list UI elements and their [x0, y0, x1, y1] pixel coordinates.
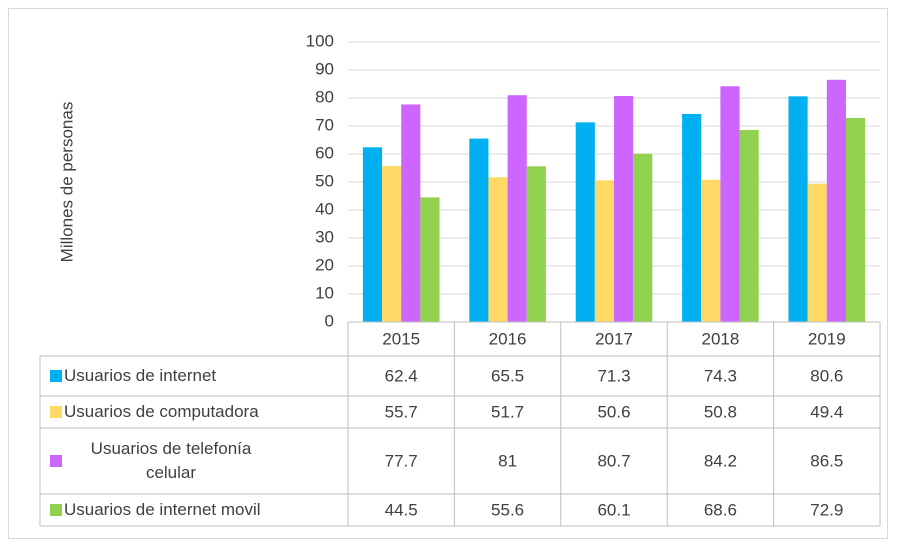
- bar: [845, 117, 866, 322]
- x-tick-label: 2017: [595, 329, 633, 348]
- y-axis-label: Millones de personas: [57, 102, 76, 263]
- legend-label-box: Usuarios de telefonía celular: [90, 439, 252, 482]
- table-value: 72.9: [810, 500, 843, 519]
- bar: [614, 96, 634, 322]
- bar: [807, 183, 827, 322]
- x-tick-label: 2015: [382, 329, 420, 348]
- legend-label: Usuarios de internet movil: [64, 500, 261, 519]
- table-value: 80.7: [597, 451, 630, 470]
- bar: [720, 86, 740, 323]
- table-value: 68.6: [704, 500, 737, 519]
- table-value: 65.5: [491, 366, 524, 385]
- y-tick-label: 90: [315, 59, 334, 78]
- bar: [826, 79, 846, 322]
- bar: [526, 166, 546, 322]
- bar: [575, 122, 595, 322]
- y-tick-label: 50: [315, 171, 334, 190]
- table-value: 50.6: [597, 402, 630, 421]
- y-tick-label: 80: [315, 87, 334, 106]
- legend-label: Usuarios de computadora: [64, 402, 259, 421]
- table-value: 51.7: [491, 402, 524, 421]
- table-value: 77.7: [385, 451, 418, 470]
- bar: [739, 129, 759, 322]
- bar: [401, 104, 421, 322]
- legend-swatch: [50, 370, 62, 382]
- legend-label-box: Usuarios de computadora: [64, 402, 259, 421]
- y-tick-label: 10: [315, 283, 334, 302]
- y-tick-label: 0: [325, 311, 334, 330]
- table-value: 80.6: [810, 366, 843, 385]
- bar: [788, 96, 808, 322]
- bar: [382, 166, 402, 322]
- legend-label: Usuarios de telefonía celular: [90, 439, 252, 482]
- bar: [488, 177, 508, 322]
- table-value: 74.3: [704, 366, 737, 385]
- y-tick-label: 20: [315, 255, 334, 274]
- legend-swatch: [50, 455, 62, 467]
- bar: [420, 197, 440, 322]
- table-value: 84.2: [704, 451, 737, 470]
- legend-label: Usuarios de internet: [64, 366, 217, 385]
- bar: [682, 113, 702, 323]
- table-value: 71.3: [597, 366, 630, 385]
- legend-label-box: Usuarios de internet: [64, 366, 217, 385]
- y-tick-label: 40: [315, 199, 334, 218]
- bar: [594, 180, 614, 322]
- table-value: 55.6: [491, 500, 524, 519]
- table-value: 86.5: [810, 451, 843, 470]
- table-value: 49.4: [810, 402, 843, 421]
- x-tick-label: 2018: [701, 329, 739, 348]
- table-value: 60.1: [597, 500, 630, 519]
- table-value: 81: [498, 451, 517, 470]
- bar: [633, 153, 653, 322]
- legend-swatch: [50, 504, 62, 516]
- x-tick-label: 2019: [808, 329, 846, 348]
- bar: [469, 138, 489, 322]
- bar: [362, 147, 383, 322]
- legend-label-box: Usuarios de internet movil: [64, 500, 261, 519]
- bar: [507, 95, 527, 322]
- chart-frame: [8, 8, 888, 539]
- table-value: 50.8: [704, 402, 737, 421]
- y-tick-label: 60: [315, 143, 334, 162]
- table-value: 44.5: [385, 500, 418, 519]
- x-tick-label: 2016: [489, 329, 527, 348]
- y-tick-label: 30: [315, 227, 334, 246]
- y-tick-label: 100: [306, 31, 334, 50]
- table-value: 55.7: [385, 402, 418, 421]
- y-tick-label: 70: [315, 115, 334, 134]
- bar: [701, 179, 721, 322]
- table-value: 62.4: [385, 366, 418, 385]
- legend-swatch: [50, 406, 62, 418]
